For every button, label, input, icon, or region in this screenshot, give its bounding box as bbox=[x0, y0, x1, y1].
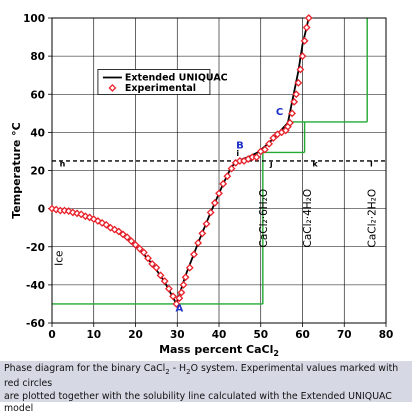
x-tick-label: 50 bbox=[253, 329, 268, 341]
experimental-point bbox=[114, 227, 123, 236]
experimental-point bbox=[223, 172, 232, 181]
experimental-point bbox=[164, 284, 173, 293]
y-tick-label: 100 bbox=[23, 13, 45, 25]
experimental-point bbox=[269, 134, 278, 143]
x-axis-title: Mass percent CaCl2 bbox=[159, 343, 279, 358]
point-label-i: i bbox=[236, 149, 239, 158]
caption-sub-2: 2 bbox=[186, 367, 191, 376]
point-label-k: k bbox=[312, 160, 318, 169]
experimental-point bbox=[194, 239, 203, 247]
x-tick-label: 20 bbox=[128, 329, 143, 341]
experimental-point bbox=[144, 254, 152, 263]
experimental-point bbox=[288, 109, 296, 118]
experimental-point bbox=[131, 240, 140, 249]
experimental-point bbox=[148, 259, 157, 268]
x-tick-label: 40 bbox=[212, 329, 227, 341]
experimental-point bbox=[123, 233, 132, 242]
phase-label-hydrate: CaCl₂·4H₂O bbox=[302, 189, 314, 248]
y-tick-label: 0 bbox=[38, 204, 45, 216]
experimental-point bbox=[219, 179, 228, 188]
experimental-point bbox=[252, 153, 261, 162]
experimental-point bbox=[294, 78, 303, 87]
x-tick-label: 0 bbox=[48, 329, 55, 341]
point-label-b: B bbox=[236, 141, 244, 152]
experimental-point bbox=[261, 145, 269, 154]
y-tick-label: 20 bbox=[30, 166, 45, 178]
point-label-c: C bbox=[276, 107, 283, 118]
experimental-point bbox=[160, 277, 169, 285]
experimental-point bbox=[210, 198, 219, 207]
experimental-point bbox=[265, 139, 274, 148]
y-tick-label: -60 bbox=[26, 318, 45, 330]
experimental-point bbox=[206, 208, 215, 217]
experimental-point bbox=[202, 219, 211, 228]
experimental-point bbox=[302, 23, 311, 32]
experimental-point bbox=[290, 97, 299, 106]
experimental-point bbox=[190, 250, 198, 259]
experimental-point bbox=[227, 164, 236, 173]
x-axis-title-subscript: 2 bbox=[273, 349, 279, 358]
experimental-point bbox=[181, 273, 190, 282]
experimental-point bbox=[198, 229, 207, 238]
caption-text-1a: Phase diagram for the binary CaCl bbox=[4, 363, 166, 374]
experimental-point bbox=[102, 220, 111, 229]
caption-text-1b: - H bbox=[169, 363, 187, 374]
experimental-point bbox=[292, 90, 301, 99]
x-tick-label: 60 bbox=[295, 329, 310, 341]
y-tick-label: 80 bbox=[30, 51, 45, 63]
point-label-h: h bbox=[60, 160, 66, 169]
experimental-point bbox=[139, 248, 148, 257]
experimental-point bbox=[286, 118, 294, 127]
y-axis-title: Temperature °C bbox=[10, 122, 23, 219]
experimental-point bbox=[300, 36, 309, 45]
figure-caption: Phase diagram for the binary CaCl2 - H2O… bbox=[0, 361, 412, 414]
caption-text-2: are plotted together with the solubility… bbox=[4, 390, 392, 415]
experimental-point bbox=[119, 230, 127, 239]
y-tick-label: 60 bbox=[30, 89, 45, 101]
experimental-point bbox=[169, 292, 177, 301]
caption-sub-1: 2 bbox=[165, 367, 170, 376]
legend-marker-swatch bbox=[108, 84, 117, 92]
experimental-point bbox=[172, 300, 181, 308]
phase-label-hydrate: CaCl₂·6H₂O bbox=[258, 189, 270, 248]
experimental-point bbox=[304, 14, 313, 22]
x-tick-label: 10 bbox=[86, 329, 101, 341]
point-label-j: j bbox=[269, 160, 273, 169]
phase-diagram-chart: 0 10 20 30 40 50 60 70 80 -60 -40 -20 0 20 40 60 80 100 A B… bbox=[10, 13, 394, 358]
experimental-point bbox=[156, 271, 165, 280]
legend-label-model: Extended UNIQUAC bbox=[125, 72, 228, 83]
experimental-point bbox=[298, 52, 307, 61]
experimental-point bbox=[177, 288, 186, 297]
phase-label-ice: Ice bbox=[53, 251, 65, 266]
x-tick-label: 70 bbox=[337, 329, 352, 341]
x-axis-title-main: Mass percent CaCl bbox=[159, 343, 273, 356]
x-tick-label: 30 bbox=[170, 329, 185, 341]
experimental-point bbox=[152, 263, 161, 272]
legend-label-experimental: Experimental bbox=[125, 83, 196, 94]
experimental-point bbox=[296, 65, 305, 74]
experimental-point bbox=[215, 189, 223, 198]
plot-frame bbox=[51, 17, 387, 324]
y-tick-label: -40 bbox=[26, 280, 45, 292]
experimental-point bbox=[179, 280, 188, 289]
legend-box bbox=[97, 69, 211, 95]
y-tick-label: -20 bbox=[26, 242, 45, 254]
y-tick-label: 40 bbox=[30, 127, 45, 139]
point-label-a: A bbox=[175, 304, 183, 315]
experimental-point bbox=[135, 244, 144, 253]
experimental-point bbox=[185, 263, 194, 272]
phase-label-hydrate: CaCl₂·2H₂O bbox=[367, 189, 379, 248]
caption-text-1c: O system. Experimental values marked wit… bbox=[4, 363, 399, 390]
x-tick-label: 80 bbox=[379, 329, 394, 341]
experimental-point bbox=[175, 294, 184, 303]
experimental-point bbox=[127, 237, 136, 245]
point-label-l: l bbox=[370, 160, 373, 169]
chart-area: 0 10 20 30 40 50 60 70 80 -60 -40 -20 0 20 40 60 80 100 A B… bbox=[10, 13, 394, 358]
